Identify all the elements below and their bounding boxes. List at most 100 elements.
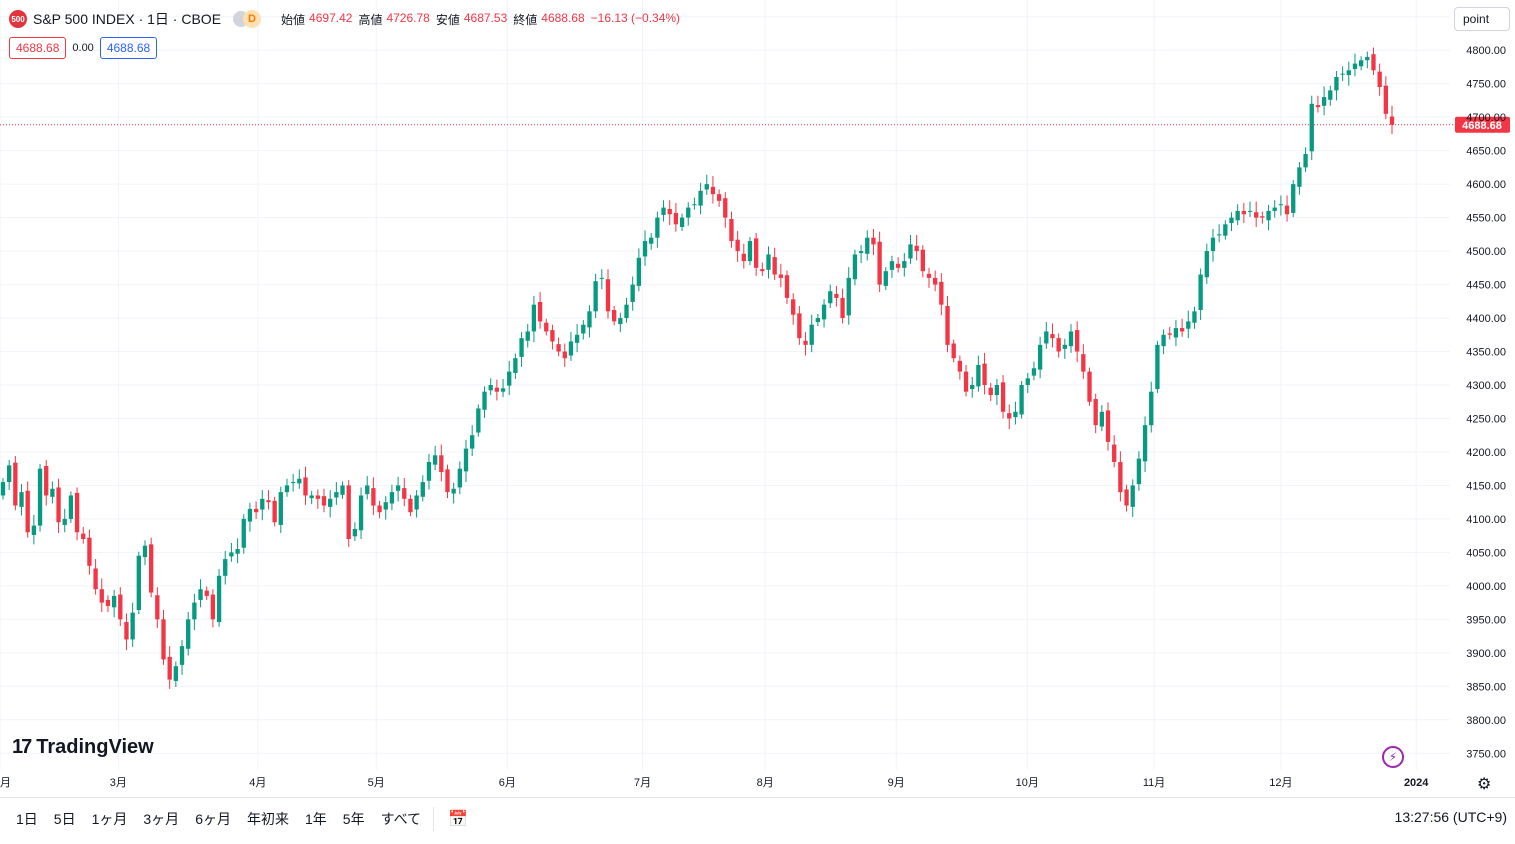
candle: [223, 551, 228, 585]
candle: [1216, 224, 1222, 243]
x-tick-label: 12月: [1269, 777, 1292, 789]
candle-body: [605, 279, 611, 312]
candle: [1050, 323, 1055, 348]
candle: [1099, 405, 1105, 432]
candle: [1309, 95, 1314, 161]
timeframe-button[interactable]: 6ヶ月: [195, 810, 231, 827]
candle: [31, 514, 37, 545]
candle-body: [988, 387, 993, 396]
ohlc-key: 高値: [358, 12, 383, 27]
candle: [235, 538, 240, 564]
y-tick-label: 4700.00: [1466, 112, 1506, 124]
candle-body: [328, 498, 333, 507]
candle: [1186, 310, 1191, 339]
y-tick-label: 4550.00: [1466, 213, 1506, 225]
candle-body: [525, 331, 530, 341]
candle: [994, 378, 1000, 406]
candle-body: [74, 492, 80, 533]
candle: [846, 267, 851, 325]
candle-body: [716, 194, 722, 201]
tradingview-logo[interactable]: 17 TradingView: [12, 736, 154, 759]
candle-body: [1124, 489, 1129, 506]
candle: [105, 595, 111, 612]
candle: [957, 355, 963, 380]
candle-body: [1118, 462, 1123, 493]
candle: [414, 490, 419, 518]
candle: [290, 474, 296, 492]
candle: [1019, 380, 1024, 419]
buy-button[interactable]: 4688.68: [99, 37, 158, 59]
lightning-icon[interactable]: ⚡: [1382, 746, 1404, 768]
candle-body: [519, 338, 524, 357]
candle: [334, 482, 339, 505]
candle-body: [13, 462, 18, 506]
x-tick-label: 11月: [1143, 777, 1165, 789]
candle: [192, 593, 197, 631]
candle: [1000, 374, 1006, 419]
candle-body: [1044, 331, 1049, 344]
ohlc-values: 始値 4697.42 高値 4726.78 安値 4687.53 終値 4688.68 −16.…: [281, 11, 682, 28]
candle-body: [692, 204, 697, 206]
candle: [642, 230, 648, 266]
clock[interactable]: 13:27:56 (UTC+9): [1394, 809, 1507, 825]
candle-body: [624, 304, 629, 319]
candle: [1155, 340, 1160, 394]
candle: [1142, 416, 1148, 473]
timeframe-button[interactable]: 1日: [16, 810, 38, 827]
candle-body: [834, 293, 839, 298]
candle-body: [976, 364, 981, 387]
candle-body: [1037, 344, 1043, 370]
candle: [155, 587, 160, 629]
candle-body: [821, 304, 827, 320]
x-tick-label: 2024: [1404, 777, 1429, 789]
symbol-title[interactable]: S&P 500 INDEX · 1日 · CBOE: [33, 11, 222, 27]
candle-body: [278, 492, 283, 525]
candle-body: [297, 478, 302, 484]
candle-body: [1155, 344, 1160, 390]
candle-body: [877, 241, 882, 285]
gear-icon[interactable]: ⚙: [1477, 776, 1492, 793]
candle-body: [513, 358, 518, 373]
timeframe-button[interactable]: すべて: [380, 810, 422, 827]
candle: [1284, 195, 1290, 222]
candle-body: [426, 462, 432, 481]
candle-body: [445, 469, 450, 493]
calendar-icon[interactable]: 📅: [448, 810, 468, 828]
market-status[interactable]: D: [233, 10, 262, 28]
candle-body: [31, 525, 37, 535]
candle-body: [655, 217, 660, 238]
candle: [747, 237, 753, 266]
candle: [1321, 86, 1327, 116]
candle: [1241, 202, 1247, 223]
candle: [593, 273, 598, 319]
candle: [1081, 344, 1086, 379]
timeframe-button[interactable]: 1ヶ月: [91, 810, 128, 827]
candle: [840, 288, 845, 324]
candle-body: [1142, 425, 1148, 462]
candle: [365, 476, 370, 500]
timeframe-button[interactable]: 5年: [342, 810, 365, 827]
candle: [62, 508, 67, 533]
candle: [451, 482, 456, 504]
timeframe-button[interactable]: 3ヶ月: [143, 810, 180, 827]
scale-mode-button[interactable]: point: [1454, 7, 1510, 31]
candle-body: [395, 485, 401, 491]
candle-body: [315, 495, 321, 499]
timeframe-button[interactable]: 5日: [53, 810, 76, 827]
sell-button[interactable]: 4688.68: [9, 37, 67, 59]
candle: [537, 291, 543, 329]
candle-body: [216, 575, 222, 623]
candle-body: [642, 241, 648, 257]
timeframe-button[interactable]: 1年: [304, 810, 327, 827]
timeframe-button[interactable]: 年初来: [246, 810, 289, 827]
candle-body: [550, 330, 555, 342]
candle-body: [235, 549, 240, 554]
candle-body: [1328, 90, 1333, 100]
candle: [321, 488, 327, 513]
candle: [494, 379, 500, 401]
candle-body: [1081, 354, 1086, 372]
candle: [13, 455, 18, 511]
candle: [198, 579, 203, 608]
